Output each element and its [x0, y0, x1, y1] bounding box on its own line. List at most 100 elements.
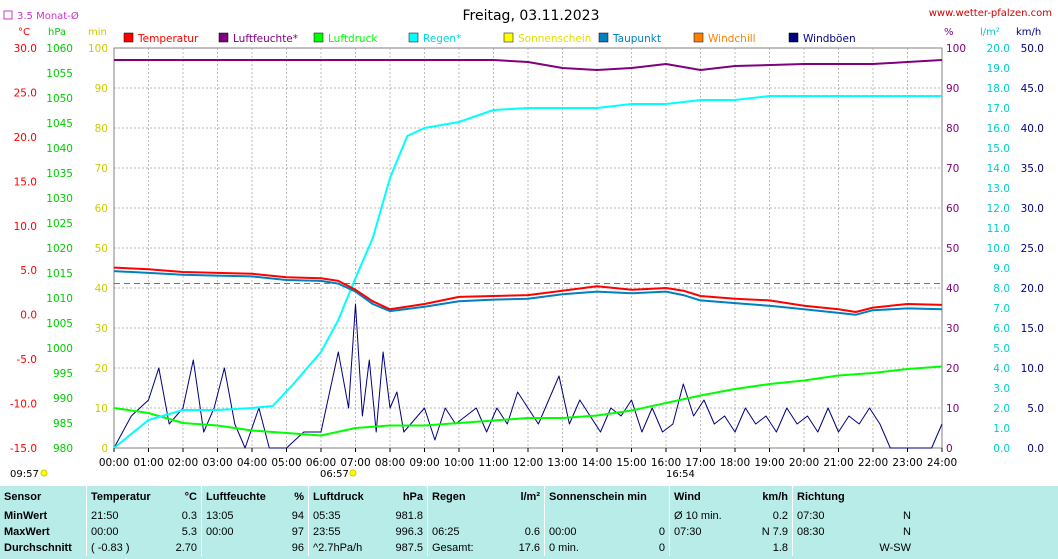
- sunshine-tick-label: 80: [95, 123, 108, 135]
- sun-min-value: [635, 508, 669, 524]
- x-tick-label: 21:00: [823, 457, 853, 469]
- sunshine-legend-swatch: [503, 32, 514, 43]
- temp-min-time: 21:50: [86, 508, 163, 524]
- rain-legend-swatch: [408, 32, 419, 43]
- x-tick-label: 09:00: [409, 457, 439, 469]
- sun-max-value: 0: [658, 526, 665, 538]
- press-avg-value: 987.5: [395, 542, 423, 554]
- pressure-tick-label: 1035: [46, 168, 73, 180]
- temperature-legend-label: Temperatur: [137, 33, 199, 45]
- sunshine-header: Sonnenschein min: [544, 486, 670, 508]
- rain-tick-label: 9.0: [993, 263, 1010, 275]
- chart-series: [113, 59, 943, 449]
- sunshine-start-icon: [40, 469, 48, 477]
- x-tick-label: 12:00: [513, 457, 543, 469]
- press-max-time: 23:55: [308, 524, 385, 540]
- humidity-tick-label: 30: [946, 323, 959, 335]
- x-tick-label: 10:00: [444, 457, 474, 469]
- pressure-tick-label: 995: [53, 368, 73, 380]
- wind-tick-label: 20.0: [1021, 283, 1044, 295]
- gusts-legend-label: Windböen: [803, 33, 856, 45]
- chart-title: Freitag, 03.11.2023: [463, 8, 600, 24]
- x-tick-label: 11:00: [478, 457, 508, 469]
- sunshine-tick-label: 30: [95, 323, 108, 335]
- temperature-unit-header: °C: [184, 491, 197, 503]
- summary-panel: Sensor Temperatur °C Luftfeuchte % Luftd…: [0, 486, 1058, 559]
- rain-tick-label: 1.0: [993, 423, 1010, 435]
- gusts-legend-swatch: [788, 32, 799, 43]
- temperature-tick-label: 5.0: [20, 265, 37, 277]
- sunshine-tick-label: 20: [95, 363, 108, 375]
- rain-header: Regen: [427, 486, 500, 508]
- pressure-tick-label: 1010: [46, 293, 73, 305]
- x-tick-label: 01:00: [133, 457, 163, 469]
- x-tick-label: 24:00: [927, 457, 957, 469]
- pressure-tick-label: 1045: [46, 118, 73, 130]
- hum-max-time: 00:00: [201, 524, 278, 540]
- pressure-tick-label: 980: [53, 443, 73, 455]
- direction-header: Richtung: [792, 486, 871, 508]
- dir-avg-time: [792, 540, 871, 556]
- rain-tick-label: 14.0: [987, 163, 1010, 175]
- celsius-unit-label: °C: [18, 27, 30, 38]
- minutes-unit-label: min: [88, 27, 107, 38]
- chart-legend: Temperatur Luftfeuchte* Luftdruck Regen* Son…: [123, 32, 856, 45]
- pressure-tick-label: 1005: [46, 318, 73, 330]
- x-tick-label: 18:00: [720, 457, 750, 469]
- sunshine-tick-label: 40: [95, 283, 108, 295]
- rain-tick-label: 12.0: [987, 203, 1010, 215]
- rain-min-value: [500, 508, 545, 524]
- x-tick-label: 00:00: [99, 457, 129, 469]
- row-label: MaxWert: [4, 526, 50, 538]
- press-avg-trend: ^2.7hPa/h: [308, 540, 385, 556]
- x-tick-label: 04:00: [237, 457, 267, 469]
- dir-min-time: 07:30: [792, 508, 871, 524]
- website-link[interactable]: www.wetter-pfalzen.com: [929, 8, 1052, 19]
- wind-tick-label: 15.0: [1021, 323, 1044, 335]
- humidity-legend-label: Luftfeuchte*: [233, 33, 298, 45]
- temperature-series-line: [113, 266, 943, 313]
- humidity-tick-label: 90: [946, 83, 959, 95]
- rain-tick-label: 5.0: [993, 343, 1010, 355]
- wind-tick-label: 5.0: [1027, 403, 1044, 415]
- dewpoint-legend-swatch: [598, 32, 609, 43]
- rain-tick-label: 2.0: [993, 403, 1010, 415]
- row-label: MinWert: [4, 510, 48, 522]
- x-tick-label: 07:00: [340, 457, 370, 469]
- summary-table: Sensor Temperatur °C Luftfeuchte % Luftd…: [0, 486, 915, 556]
- humidity-tick-label: 80: [946, 123, 959, 135]
- wind-tick-label: 25.0: [1021, 243, 1044, 255]
- humidity-tick-label: 10: [946, 403, 959, 415]
- rain-max-time: 06:25: [427, 524, 500, 540]
- sun-total-label: 0 min.: [544, 540, 636, 556]
- x-tick-label: 23:00: [892, 457, 922, 469]
- hum-avg-time: [201, 540, 278, 556]
- rain-unit-label: l/m²: [980, 27, 1000, 38]
- pressure-unit-header: hPa: [402, 491, 423, 503]
- monthly-avg-marker-icon: [3, 10, 13, 20]
- x-tick-label: 03:00: [202, 457, 232, 469]
- sun-max-time: 00:00: [544, 524, 636, 540]
- rain-series-line: [113, 95, 942, 449]
- rain-tick-label: 6.0: [993, 323, 1010, 335]
- wind-avg-time: [669, 540, 748, 556]
- sunrise-icon: [349, 469, 357, 477]
- sunshine-tick-label: 0: [101, 443, 108, 455]
- rain-unit-header: l/m²: [520, 491, 540, 503]
- percent-unit-label: %: [944, 27, 954, 38]
- pressure-header: Luftdruck: [308, 486, 385, 508]
- wind-tick-label: 35.0: [1021, 163, 1044, 175]
- temp-avg-time: ( -0.83 ): [86, 540, 163, 556]
- summary-row-avg: Durchschnitt ( -0.83 ) 2.70 96 ^2.7hPa/h…: [0, 540, 915, 556]
- sun-avg-value: 0: [658, 542, 665, 554]
- x-tick-label: 17:00: [685, 457, 715, 469]
- sunshine-tick-label: 100: [88, 43, 108, 55]
- sensor-header: Sensor: [4, 491, 42, 503]
- sunshine-tick-label: 60: [95, 203, 108, 215]
- x-tick-label: 06:00: [306, 457, 336, 469]
- temperature-tick-label: -5.0: [17, 354, 38, 366]
- temp-min-value: 0.3: [181, 510, 197, 522]
- dewpoint-legend-label: Taupunkt: [612, 33, 661, 45]
- weather-chart: Freitag, 03.11.2023 www.wetter-pfalzen.c…: [3, 8, 1052, 480]
- temp-max-time: 00:00: [86, 524, 163, 540]
